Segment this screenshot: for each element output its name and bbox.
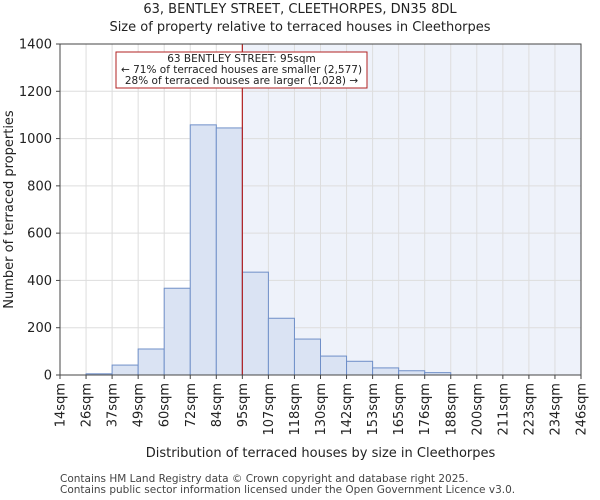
x-tick-label: 130sqm	[314, 383, 329, 436]
bar	[111, 364, 139, 376]
x-tick-label: 26sqm	[80, 383, 95, 427]
x-tick-label: 95sqm	[236, 383, 251, 427]
x-tick-label: 223sqm	[522, 383, 537, 436]
x-tick-label: 72sqm	[184, 383, 199, 427]
x-tick-label: 84sqm	[210, 383, 225, 427]
chart-title-address: 63, BENTLEY STREET, CLEETHORPES, DN35 8D…	[143, 2, 457, 17]
y-axis-label: Number of terraced properties	[2, 110, 17, 309]
x-tick-label: 234sqm	[548, 383, 563, 436]
annotation-line1: 63 BENTLEY STREET: 95sqm	[167, 53, 316, 65]
bar	[215, 127, 243, 376]
y-tick-label: 800	[27, 179, 52, 194]
x-tick-label: 107sqm	[262, 383, 277, 436]
footer-copyright: Contains HM Land Registry data © Crown c…	[60, 473, 469, 485]
x-tick-label: 153sqm	[366, 383, 381, 436]
x-tick-label: 142sqm	[340, 383, 355, 436]
x-tick-label: 49sqm	[132, 383, 147, 427]
bar	[320, 355, 348, 376]
bar	[398, 370, 426, 376]
x-tick-label: 60sqm	[158, 383, 173, 427]
x-tick-label: 37sqm	[106, 383, 121, 427]
x-tick-label: 246sqm	[575, 383, 590, 436]
highlight-region	[242, 44, 581, 375]
chart-title: Size of property relative to terraced ho…	[109, 20, 491, 35]
y-tick-label: 1000	[19, 132, 52, 147]
bar	[267, 317, 295, 376]
x-tick-label: 176sqm	[418, 383, 433, 436]
annotation-line2: ← 71% of terraced houses are smaller (2,…	[121, 64, 362, 76]
y-tick-label: 1400	[19, 38, 52, 53]
bar	[241, 271, 269, 376]
y-tick-label: 200	[27, 321, 52, 336]
y-tick-label: 0	[44, 369, 52, 384]
bar	[372, 367, 400, 376]
x-tick-label: 200sqm	[470, 383, 485, 436]
bar	[163, 287, 191, 376]
x-tick-label: 165sqm	[392, 383, 407, 436]
y-tick-label: 400	[27, 274, 52, 289]
footer-licence: Contains public sector information licen…	[60, 484, 516, 496]
x-tick-label: 118sqm	[288, 383, 303, 436]
annotation-line3: 28% of terraced houses are larger (1,028…	[125, 75, 358, 87]
x-axis-label: Distribution of terraced houses by size …	[146, 446, 496, 461]
x-tick-label: 188sqm	[444, 383, 459, 436]
bar	[137, 348, 165, 376]
bar	[189, 124, 217, 376]
annotation-box	[115, 51, 368, 89]
y-tick-label: 600	[27, 227, 52, 242]
bar	[293, 338, 322, 376]
x-tick-label: 211sqm	[496, 383, 511, 436]
y-tick-label: 1200	[19, 85, 52, 100]
bar	[346, 360, 374, 376]
x-tick-label: 14sqm	[54, 383, 69, 427]
